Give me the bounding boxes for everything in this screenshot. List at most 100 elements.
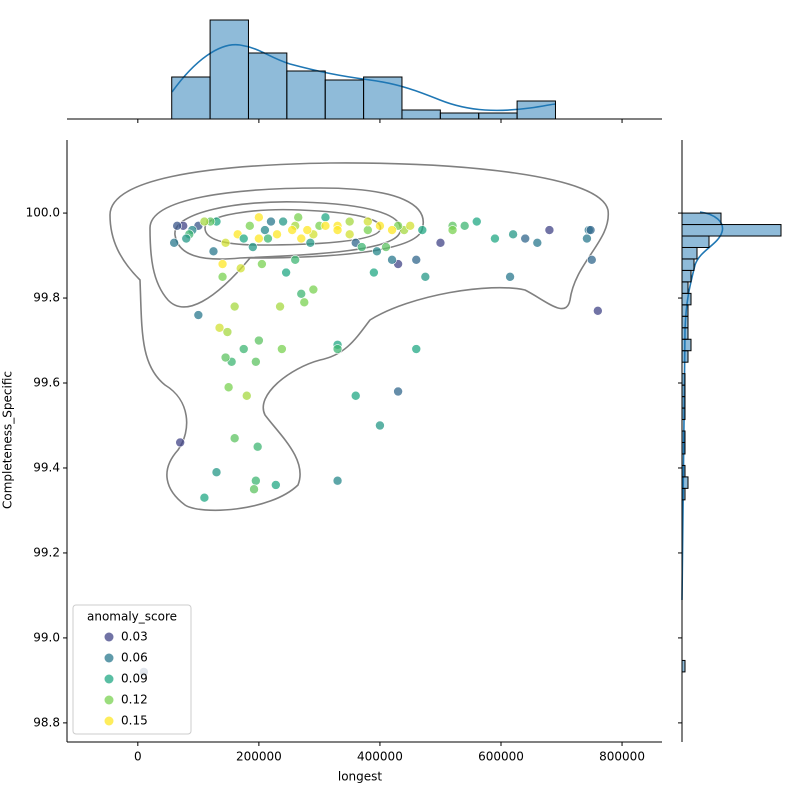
point <box>508 229 518 240</box>
point <box>293 212 304 223</box>
point <box>241 390 252 401</box>
hist-bar <box>681 476 689 489</box>
hist-bar <box>401 109 441 120</box>
point <box>222 327 233 337</box>
point <box>272 229 282 240</box>
point <box>271 480 281 490</box>
hist-bar <box>681 315 689 329</box>
legend-marker <box>104 716 114 726</box>
y-tick-label: 100.0 <box>26 206 60 220</box>
hist-bar <box>681 327 689 340</box>
x-axis-label: longest <box>338 770 383 784</box>
point <box>299 297 310 308</box>
legend-label: 0.12 <box>121 693 148 707</box>
x-tick-label: 400000 <box>357 750 403 764</box>
point <box>277 344 287 354</box>
legend: anomaly_score 0.03 0.06 0.09 0.12 0.15 <box>72 604 192 735</box>
point <box>254 233 264 244</box>
point <box>238 233 249 244</box>
point <box>435 238 446 248</box>
hist-bar <box>681 292 692 306</box>
point <box>363 225 373 235</box>
point <box>332 344 343 354</box>
hist-bar <box>681 338 692 352</box>
legend-marker <box>104 632 114 642</box>
point <box>369 267 379 278</box>
point <box>544 225 555 235</box>
point <box>290 255 300 265</box>
hist-bar <box>247 52 288 120</box>
point <box>223 382 234 393</box>
point <box>249 484 259 495</box>
point <box>381 242 391 252</box>
point <box>252 441 263 452</box>
point <box>332 225 343 235</box>
point <box>350 390 361 401</box>
point <box>417 225 428 235</box>
point <box>214 322 225 333</box>
hist-bar <box>681 258 695 271</box>
point <box>308 284 319 295</box>
point <box>220 352 231 363</box>
legend-box <box>72 604 192 735</box>
point <box>344 229 355 240</box>
point <box>251 356 261 367</box>
x-tick-label: 600000 <box>478 750 524 764</box>
point <box>287 225 297 235</box>
point <box>257 259 267 269</box>
point <box>229 301 240 312</box>
point <box>193 310 204 320</box>
point <box>372 246 382 257</box>
point <box>320 221 331 231</box>
contour <box>109 162 609 512</box>
y-tick-label: 98.8 <box>33 715 60 729</box>
hist-bar <box>681 350 689 363</box>
point <box>278 216 288 227</box>
hist-bar <box>681 235 710 248</box>
point <box>420 271 431 282</box>
hist-bar <box>439 112 480 120</box>
point <box>447 225 458 235</box>
point <box>296 233 307 244</box>
point <box>217 259 228 269</box>
legend-marker <box>104 695 114 705</box>
hist-bar <box>681 304 689 317</box>
point <box>208 246 219 257</box>
hist-bar <box>681 281 689 294</box>
point <box>281 267 291 278</box>
point <box>393 386 403 397</box>
point <box>169 238 179 248</box>
y-tick-label: 99.4 <box>33 460 60 474</box>
hist-bar <box>681 246 698 260</box>
hist-bar <box>478 112 518 120</box>
point <box>229 433 240 444</box>
legend-label: 0.03 <box>121 630 148 644</box>
point <box>585 225 596 235</box>
point <box>332 475 343 486</box>
point <box>266 216 276 227</box>
y-tick-label: 99.8 <box>33 291 60 305</box>
point <box>344 216 355 227</box>
point <box>387 225 397 235</box>
hist-bar <box>171 76 211 120</box>
point <box>251 475 261 486</box>
hist-bar <box>324 79 365 120</box>
point <box>305 238 316 248</box>
point <box>471 216 482 227</box>
legend-title: anomaly_score <box>87 610 177 624</box>
point <box>217 271 228 282</box>
point <box>175 437 185 448</box>
point <box>586 255 597 265</box>
y-axis-label: Completeness_Specific <box>1 371 15 509</box>
point <box>363 216 373 227</box>
hist-bar <box>681 212 722 226</box>
hist-bar <box>209 19 249 120</box>
legend-marker <box>104 653 114 663</box>
y-tick-label: 99.0 <box>33 630 60 644</box>
point <box>375 420 385 431</box>
x-tick-label: 0 <box>134 750 142 764</box>
hist-bar <box>681 269 692 283</box>
point <box>254 335 264 346</box>
point <box>520 233 531 244</box>
point <box>199 492 210 503</box>
